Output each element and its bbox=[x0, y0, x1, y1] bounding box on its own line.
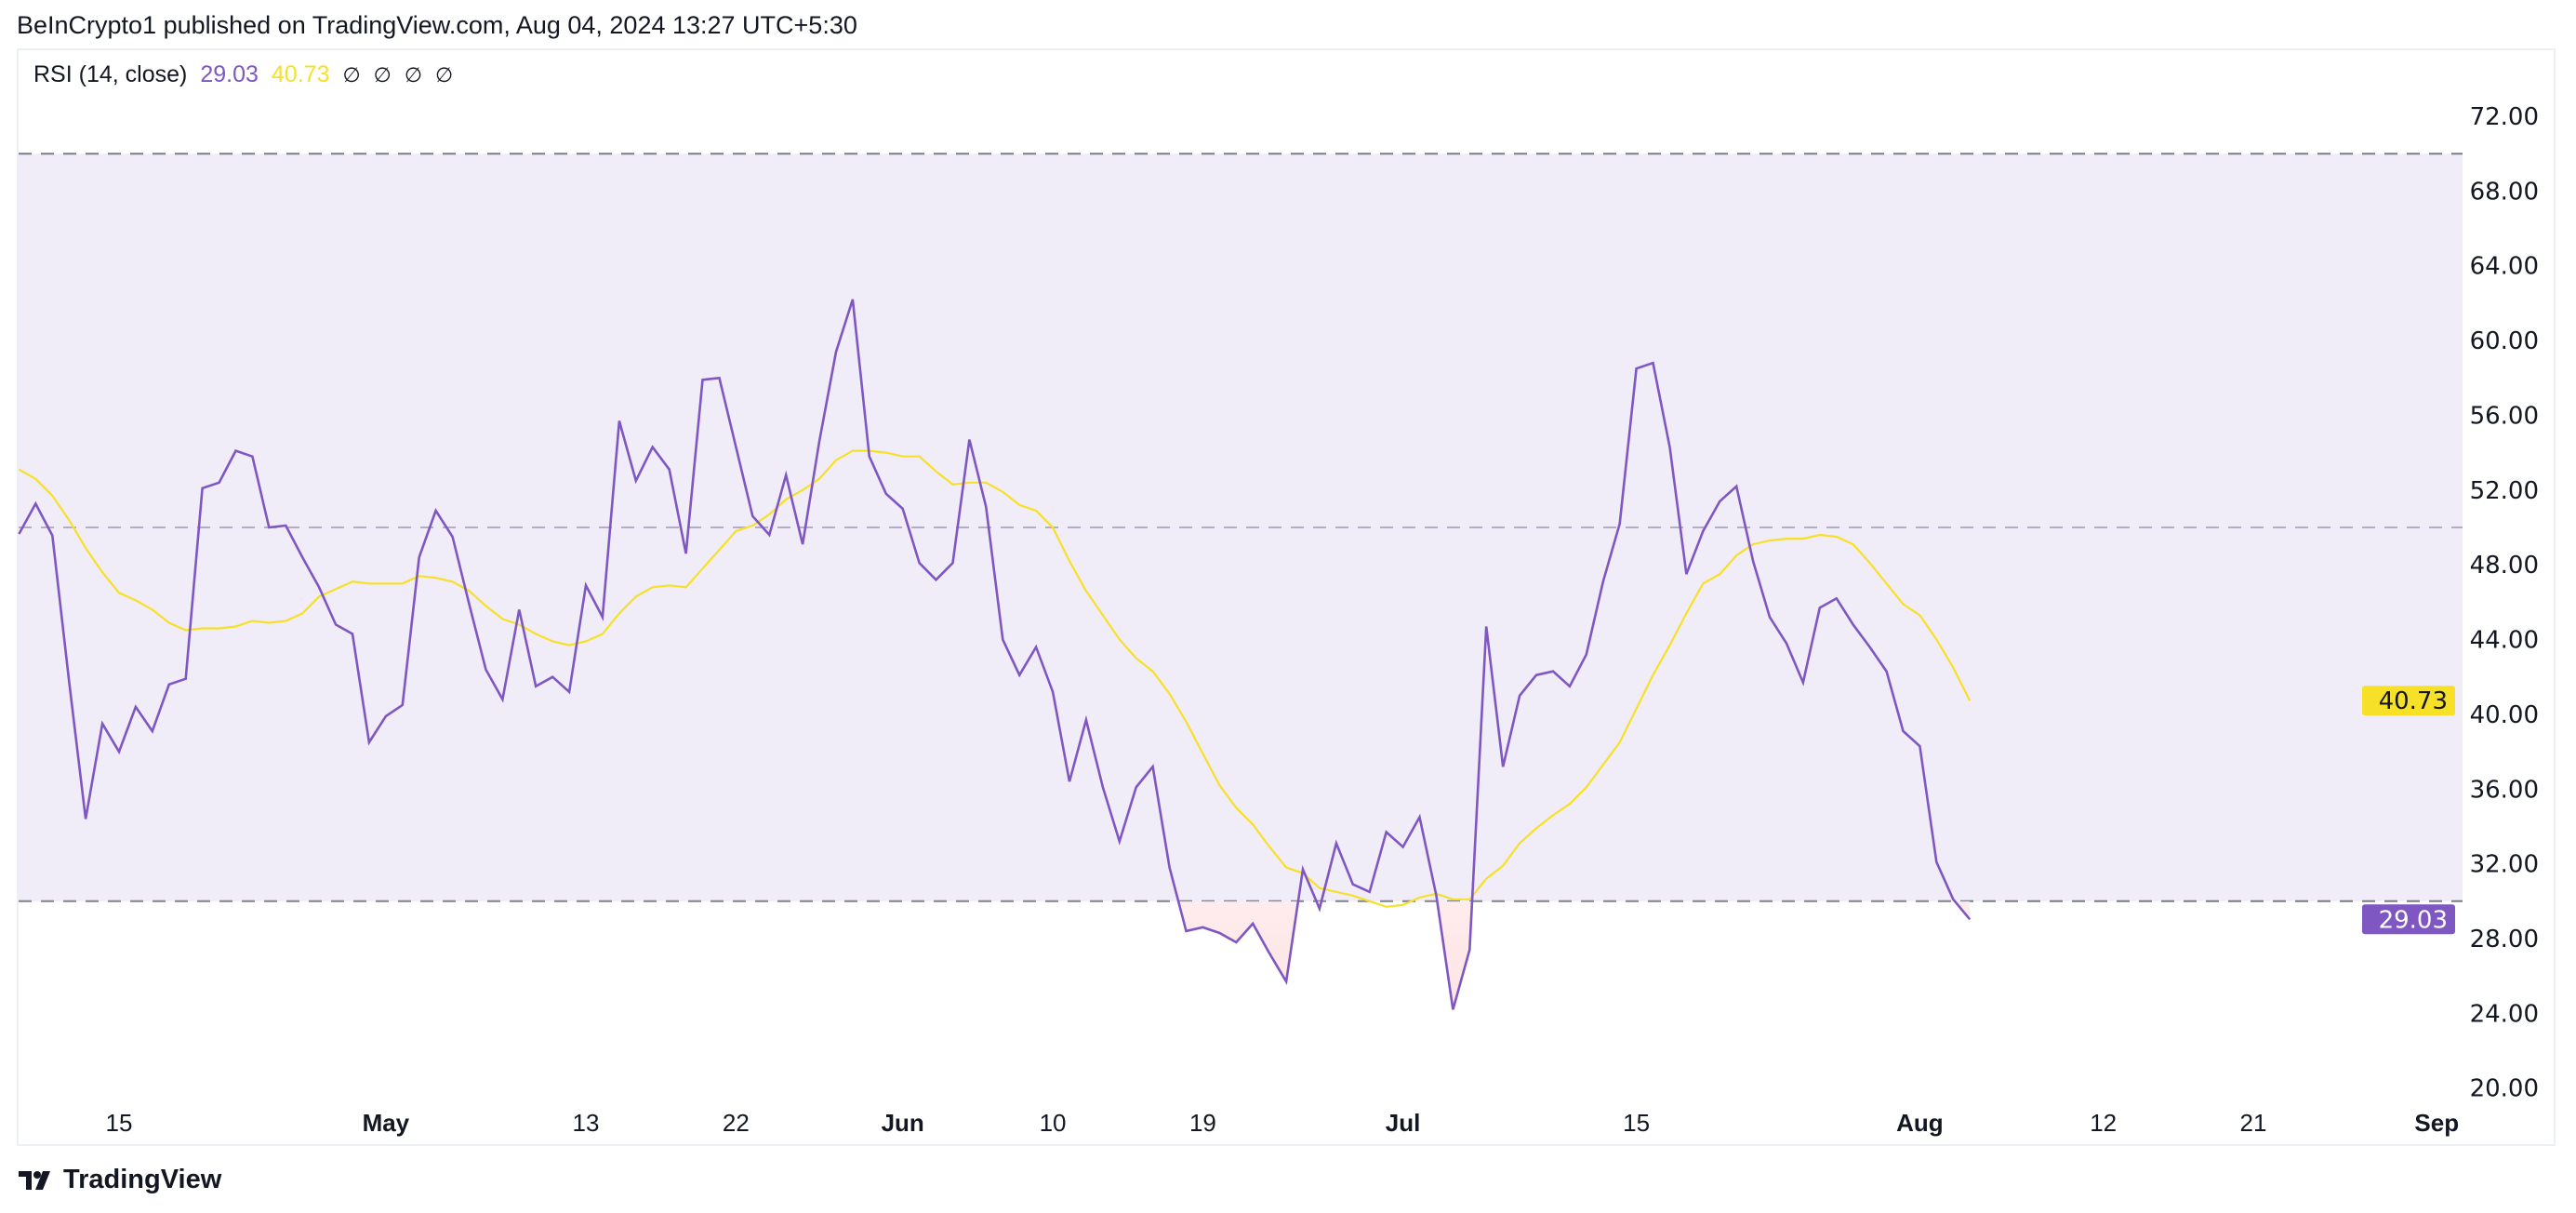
rsi-price-label bbox=[2362, 904, 2455, 935]
y-tick-label: 36.00 bbox=[2470, 776, 2539, 804]
na-value: ∅ bbox=[373, 62, 392, 87]
y-tick-label: 60.00 bbox=[2470, 327, 2539, 355]
y-tick-label: 40.00 bbox=[2470, 701, 2539, 729]
publish-info: BeInCrypto1 published on TradingView.com… bbox=[17, 11, 857, 39]
x-tick-label: Aug bbox=[1896, 1109, 1944, 1137]
x-tick-label: May bbox=[363, 1109, 410, 1137]
x-tick-label: 21 bbox=[2240, 1109, 2267, 1137]
na-value: ∅ bbox=[404, 62, 422, 87]
x-tick-label: 15 bbox=[106, 1109, 133, 1137]
y-tick-label: 52.00 bbox=[2470, 477, 2539, 505]
x-tick-label: 19 bbox=[1189, 1109, 1216, 1137]
indicator-legend[interactable]: RSI (14, close) 29.03 40.73 ∅ ∅ ∅ ∅ bbox=[33, 61, 453, 88]
x-tick-label: 15 bbox=[1623, 1109, 1650, 1137]
rsi-line[interactable] bbox=[18, 299, 1972, 1010]
x-tick-label: 10 bbox=[1040, 1109, 1067, 1137]
y-tick-label: 32.00 bbox=[2470, 851, 2539, 879]
tradingview-logo[interactable]: TradingView bbox=[19, 1165, 221, 1195]
rsi-price-label-text: 29.03 bbox=[2379, 906, 2448, 934]
ma-line[interactable] bbox=[18, 449, 1972, 908]
na-value: ∅ bbox=[434, 62, 454, 87]
x-tick-label: 13 bbox=[573, 1109, 600, 1137]
y-tick-label: 44.00 bbox=[2470, 627, 2539, 655]
x-tick-label: 22 bbox=[723, 1109, 750, 1137]
y-tick-label: 56.00 bbox=[2470, 402, 2539, 430]
ma-price-label bbox=[2362, 686, 2455, 716]
tradingview-logo-icon bbox=[19, 1170, 50, 1190]
y-tick-label: 72.00 bbox=[2470, 103, 2539, 131]
y-tick-label: 68.00 bbox=[2470, 178, 2539, 206]
y-tick-label: 24.00 bbox=[2470, 1000, 2539, 1028]
na-value: ∅ bbox=[342, 62, 361, 87]
indicator-title[interactable]: RSI (14, close) bbox=[33, 61, 188, 87]
ma-value: 40.73 bbox=[271, 61, 330, 87]
rsi-value: 29.03 bbox=[200, 61, 259, 87]
y-tick-label: 20.00 bbox=[2470, 1075, 2539, 1103]
x-tick-label: Jun bbox=[882, 1109, 924, 1137]
chart-frame bbox=[17, 48, 2556, 1146]
y-tick-label: 28.00 bbox=[2470, 926, 2539, 953]
ma-price-label-text: 40.73 bbox=[2379, 687, 2448, 715]
x-tick-label: Jul bbox=[1386, 1109, 1421, 1137]
x-tick-label: 12 bbox=[2090, 1109, 2117, 1137]
x-tick-label: Sep bbox=[2414, 1109, 2459, 1137]
y-tick-label: 48.00 bbox=[2470, 552, 2539, 580]
y-tick-label: 64.00 bbox=[2470, 253, 2539, 281]
brand-name: TradingView bbox=[63, 1165, 222, 1194]
